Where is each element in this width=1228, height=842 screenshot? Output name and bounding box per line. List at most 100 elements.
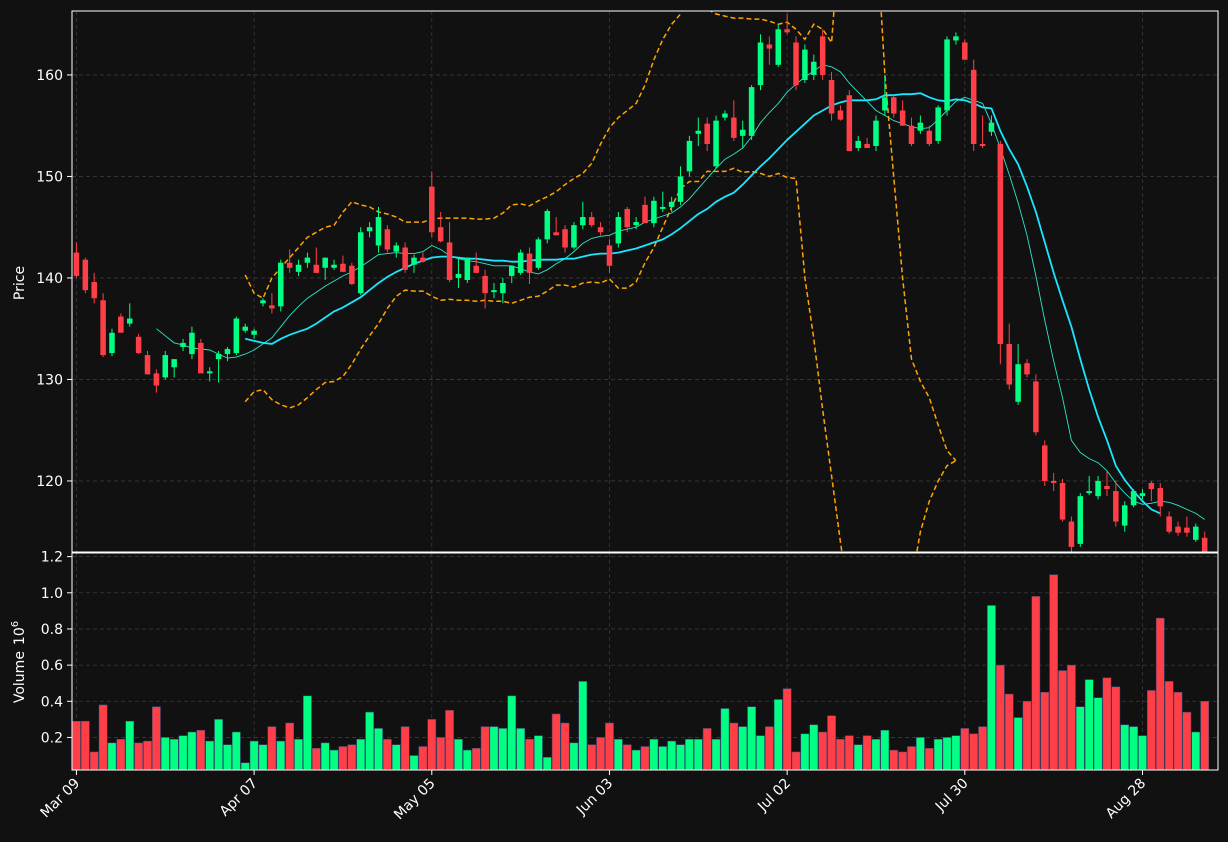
volume-bar: [1004, 693, 1014, 771]
volume-bar: [1075, 706, 1085, 771]
volume-bar: [1049, 574, 1058, 771]
candle-body: [260, 300, 266, 304]
volume-axis-ticks: 0.2 0.4 0.6 0.8 1.0 1.2: [41, 550, 72, 746]
candle-body: [437, 227, 444, 242]
candle-body: [508, 265, 515, 276]
volume-bar: [1138, 735, 1147, 771]
candle-body: [278, 262, 284, 307]
candle-body: [802, 49, 808, 81]
price-tick-label: 140: [36, 271, 63, 287]
volume-bar: [836, 739, 845, 771]
candle-body: [82, 259, 89, 291]
volume-bar: [685, 739, 694, 771]
candle-body: [633, 222, 639, 226]
candle-body: [322, 257, 328, 268]
candle-body: [979, 143, 986, 146]
volume-bar: [489, 726, 499, 771]
volume-bar: [1022, 701, 1032, 771]
volume-bar: [267, 726, 277, 771]
volume-bar: [152, 706, 161, 771]
volume-bar: [978, 726, 987, 771]
candle-body: [970, 69, 977, 144]
volume-panel-frame: [71, 552, 1219, 771]
candle-body: [1077, 496, 1084, 544]
candle-body: [828, 80, 835, 114]
candle-body: [1050, 480, 1057, 483]
volume-bar: [160, 737, 170, 771]
candle-body: [944, 39, 950, 111]
volume-bar: [1102, 677, 1112, 771]
moving-average-slow-line: [244, 92, 1161, 515]
volume-tick-label: 1.2: [41, 550, 63, 566]
volume-tick-label: 0.4: [41, 694, 63, 710]
price-panel-frame: [71, 10, 1219, 553]
volume-bar: [240, 762, 250, 771]
volume-bar: [951, 735, 961, 771]
candle-body: [535, 239, 542, 268]
volume-bar: [738, 726, 748, 771]
candle-body: [1184, 527, 1190, 533]
volume-bar: [223, 744, 232, 771]
candle-body: [135, 336, 142, 354]
volume-bar: [1155, 617, 1165, 771]
candle-body: [562, 229, 568, 248]
candle-body: [1024, 363, 1030, 375]
volume-bar: [542, 757, 552, 771]
volume-bar: [471, 748, 481, 771]
volume-bar: [258, 744, 268, 771]
candle-body: [73, 252, 80, 276]
volume-bar: [356, 739, 366, 771]
volume-bar: [98, 704, 108, 771]
candle-body: [739, 129, 746, 136]
volume-bar: [791, 751, 801, 771]
candle-body: [1033, 381, 1039, 433]
candle-body: [1193, 526, 1199, 540]
candle-body: [766, 44, 773, 49]
volume-bar: [587, 744, 597, 771]
volume-bar: [480, 726, 490, 771]
volume-bar: [445, 710, 454, 771]
candle-body: [384, 229, 391, 250]
volume-bar: [676, 744, 685, 771]
volume-axis-label-text: Volume: [12, 651, 28, 703]
volume-bar: [818, 731, 828, 771]
volume-bar: [1173, 691, 1183, 771]
volume-bar: [516, 728, 525, 771]
volume-bar: [809, 724, 819, 771]
candle-body: [526, 253, 533, 273]
volume-bar: [80, 720, 90, 771]
volume-bar: [214, 719, 223, 771]
candle-body: [926, 130, 933, 144]
candle-body: [757, 42, 764, 86]
volume-bar: [916, 737, 925, 771]
volume-bar: [702, 728, 712, 771]
volume-bar: [889, 749, 899, 771]
candle-body: [580, 217, 586, 226]
candle-body: [864, 143, 870, 149]
candle-body: [917, 122, 924, 131]
volume-bar: [125, 720, 135, 771]
volume-bar: [578, 681, 588, 771]
candle-body: [464, 257, 471, 280]
volume-bar: [294, 739, 303, 771]
candle-body: [171, 359, 177, 368]
volume-bar: [72, 720, 81, 771]
volume-bar: [383, 739, 392, 771]
volume-bar: [596, 737, 605, 771]
volume-bar: [1182, 711, 1192, 771]
candle-body: [242, 326, 248, 331]
volume-bar: [960, 728, 970, 771]
candle-body: [420, 257, 426, 262]
volume-bar: [693, 739, 703, 771]
candle-body: [899, 110, 906, 126]
volume-tick-label: 0.2: [41, 730, 63, 746]
volume-bar: [658, 746, 668, 771]
volume-bar: [560, 722, 570, 771]
volume-bar: [391, 744, 401, 771]
candle-body: [402, 247, 408, 270]
candle-body: [1130, 491, 1137, 506]
candle-body: [1148, 482, 1155, 490]
candle-body: [491, 290, 497, 293]
candle-body: [784, 29, 790, 33]
price-tick-label: 130: [36, 372, 63, 388]
